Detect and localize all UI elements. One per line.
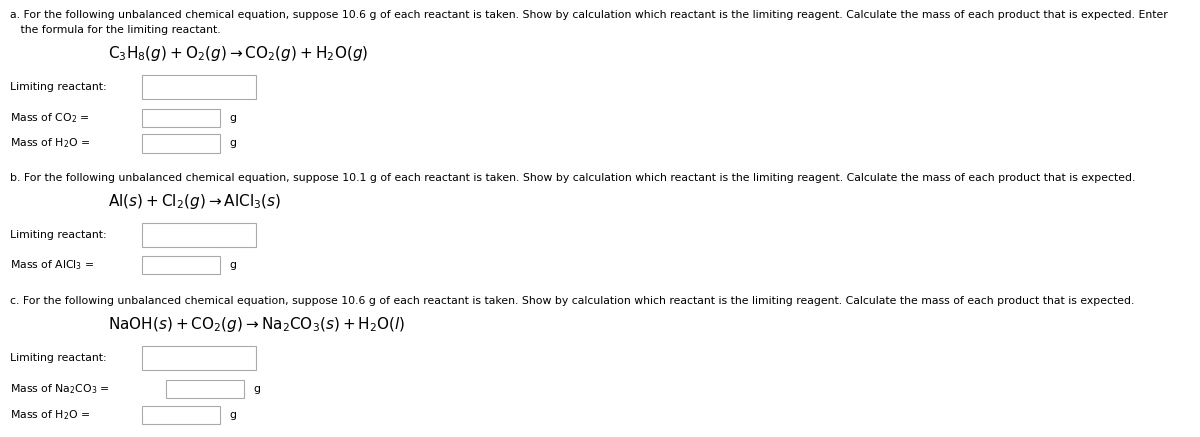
Text: Limiting reactant:: Limiting reactant: (10, 83, 107, 92)
Text: Mass of $\mathrm{H_2O}$ =: Mass of $\mathrm{H_2O}$ = (10, 408, 90, 422)
Text: g: g (229, 410, 236, 420)
Text: Mass of $\mathrm{Na_2CO_3}$ =: Mass of $\mathrm{Na_2CO_3}$ = (10, 382, 109, 396)
Text: $\mathrm{C_3H_8}(g) + \mathrm{O_2}(g) \rightarrow \mathrm{CO_2}(g) + \mathrm{H_2: $\mathrm{C_3H_8}(g) + \mathrm{O_2}(g) \r… (108, 44, 368, 63)
Text: $\mathrm{Al}(s) + \mathrm{Cl_2}(g) \rightarrow \mathrm{AlCl_3}(s)$: $\mathrm{Al}(s) + \mathrm{Cl_2}(g) \righ… (108, 192, 281, 212)
Text: c. For the following unbalanced chemical equation, suppose 10.6 g of each reacta: c. For the following unbalanced chemical… (10, 296, 1134, 306)
FancyBboxPatch shape (142, 406, 220, 424)
Text: $\mathrm{NaOH}(s) + \mathrm{CO_2}(g) \rightarrow \mathrm{Na_2CO_3}(s) + \mathrm{: $\mathrm{NaOH}(s) + \mathrm{CO_2}(g) \ri… (108, 315, 406, 334)
FancyBboxPatch shape (166, 380, 244, 398)
FancyBboxPatch shape (142, 134, 220, 153)
FancyBboxPatch shape (142, 223, 256, 247)
Text: g: g (229, 260, 236, 270)
Text: a. For the following unbalanced chemical equation, suppose 10.6 g of each reacta: a. For the following unbalanced chemical… (10, 10, 1168, 20)
Text: Mass of $\mathrm{CO_2}$ =: Mass of $\mathrm{CO_2}$ = (10, 111, 89, 125)
Text: Mass of $\mathrm{AlCl_3}$ =: Mass of $\mathrm{AlCl_3}$ = (10, 258, 94, 272)
Text: Limiting reactant:: Limiting reactant: (10, 354, 107, 363)
Text: g: g (253, 384, 260, 394)
Text: g: g (229, 139, 236, 148)
Text: Limiting reactant:: Limiting reactant: (10, 230, 107, 240)
FancyBboxPatch shape (142, 75, 256, 99)
Text: b. For the following unbalanced chemical equation, suppose 10.1 g of each reacta: b. For the following unbalanced chemical… (10, 173, 1135, 184)
Text: g: g (229, 113, 236, 123)
FancyBboxPatch shape (142, 109, 220, 127)
FancyBboxPatch shape (142, 256, 220, 274)
Text: the formula for the limiting reactant.: the formula for the limiting reactant. (10, 25, 221, 35)
FancyBboxPatch shape (142, 346, 256, 371)
Text: Mass of $\mathrm{H_2O}$ =: Mass of $\mathrm{H_2O}$ = (10, 136, 90, 150)
